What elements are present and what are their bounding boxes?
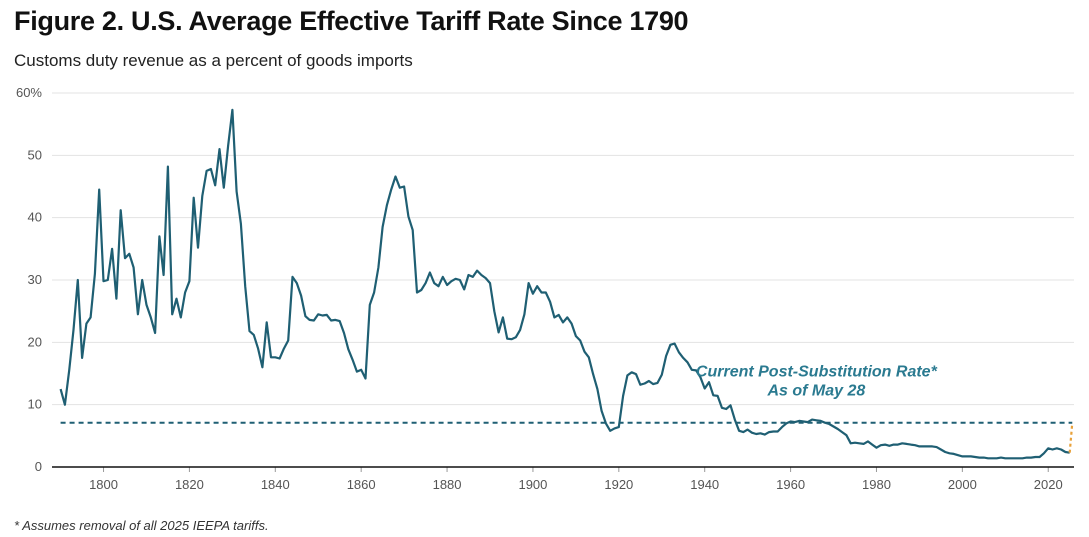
annotation-layer: Current Post-Substitution Rate*As of May… [696,364,938,400]
x-tick-label-1840: 1840 [261,477,290,492]
x-axis-ticks: 1800 1820 1840 1860 1880 1900 1920 1940 1960 1980… [89,467,1063,492]
x-tick-label-1820: 1820 [175,477,204,492]
y-tick-label-40: 40 [28,210,42,225]
chart-title: Figure 2. U.S. Average Effective Tariff … [14,6,689,36]
y-tick-label-10: 10 [28,397,42,412]
series-line-0 [59,108,1070,460]
y-tick-label-20: 20 [28,334,42,349]
annotation-line-2: As of May 28 [766,382,865,399]
x-tick-label-1940: 1940 [690,477,719,492]
x-tick-label-1920: 1920 [604,477,633,492]
x-tick-label-1880: 1880 [433,477,462,492]
annotation-line-1: Current Post-Substitution Rate* [696,364,938,381]
x-tick-label-2000: 2000 [948,477,977,492]
projection-segment [1068,422,1074,453]
y-tick-label-0: 0 [35,459,42,474]
y-axis-ticks: 0 10 20 30 40 50 60% [16,85,42,474]
x-tick-label-1860: 1860 [347,477,376,492]
y-tick-label-30: 30 [28,272,42,287]
x-tick-label-2020: 2020 [1034,477,1063,492]
x-tick-label-1800: 1800 [89,477,118,492]
x-tick-label-1980: 1980 [862,477,891,492]
chart-subtitle: Customs duty revenue as a percent of goo… [14,51,413,70]
chart-footnote: * Assumes removal of all 2025 IEEPA tari… [14,518,269,533]
grid-lines [52,92,1074,406]
series-layer [59,108,1074,460]
x-tick-label-1900: 1900 [518,477,547,492]
y-tick-label-60: 60% [16,85,42,100]
x-tick-label-1960: 1960 [776,477,805,492]
y-tick-label-50: 50 [28,147,42,162]
